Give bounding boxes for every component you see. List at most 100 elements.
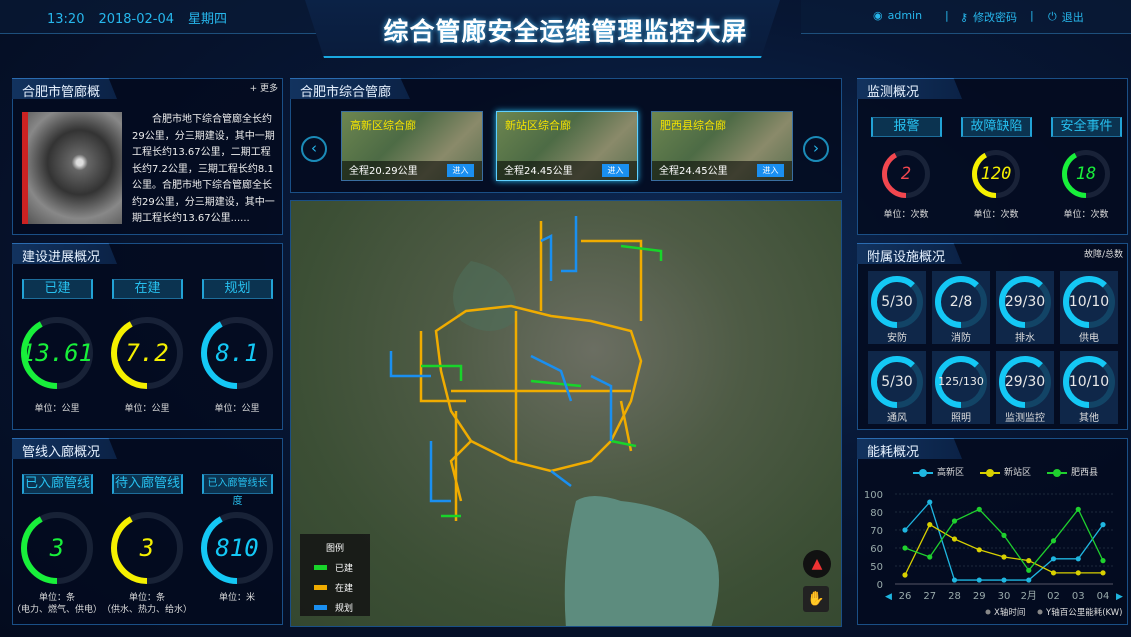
corridor-card[interactable]: 新站区综合廊 全程24.45公里 进入 bbox=[496, 111, 638, 181]
pan-hand-icon[interactable]: ✋ bbox=[803, 586, 829, 612]
gauge-value: 120 bbox=[980, 164, 1012, 184]
compass-icon[interactable]: ▲ bbox=[803, 550, 831, 578]
gauge-unit: 单位：公里 bbox=[7, 403, 107, 415]
panel-title: 管线入廊概况 bbox=[12, 438, 117, 459]
gauge: 18 bbox=[1061, 149, 1111, 199]
map[interactable]: 图例 已建 在建 规划 ▲ ✋ bbox=[290, 200, 842, 627]
y-tick-label: 60 bbox=[870, 544, 883, 555]
facility-value: 10/10 bbox=[1068, 294, 1110, 310]
facility-value: 10/10 bbox=[1068, 374, 1110, 390]
gauge: 120 bbox=[971, 149, 1021, 199]
gauge-ring bbox=[201, 512, 273, 584]
corridor-card[interactable]: 肥西县综合廊 全程24.45公里 进入 bbox=[651, 111, 793, 181]
tab-monitoring-2[interactable]: 安全事件 bbox=[1051, 117, 1122, 137]
facility-tile[interactable]: 2/8 消防 bbox=[932, 271, 990, 344]
gauge-ring bbox=[999, 276, 1051, 328]
gauge-ring bbox=[935, 356, 987, 408]
facility-tile[interactable]: 29/30 监测监控 bbox=[996, 351, 1054, 424]
tab-monitoring-1[interactable]: 故障缺陷 bbox=[961, 117, 1032, 137]
data-point bbox=[1100, 570, 1106, 576]
enter-button[interactable]: 进入 bbox=[447, 164, 474, 177]
legend-marker bbox=[1047, 468, 1068, 477]
panel-title: 建设进展概况 bbox=[12, 243, 117, 264]
facility-label: 安防 bbox=[887, 333, 907, 344]
facility-label: 通风 bbox=[887, 413, 907, 424]
pipelines-panel: 管线入廊概况 已入廊管线 3 单位：条 （电力、燃气、供电） 待入廊管线 3 单位：条 （供水… bbox=[12, 438, 283, 625]
gauge-unit: 单位：条 （电力、燃气、供电） bbox=[7, 592, 107, 616]
legend-entry[interactable]: 新站区 bbox=[980, 465, 1031, 478]
enter-button[interactable]: 进入 bbox=[757, 164, 784, 177]
legend-entry[interactable]: 肥西县 bbox=[1047, 465, 1098, 478]
user-menu[interactable]: ◉ admin bbox=[873, 9, 922, 22]
gauge-fill bbox=[1062, 150, 1110, 198]
facility-tile[interactable]: 5/30 通风 bbox=[868, 351, 926, 424]
facility-value: 5/30 bbox=[881, 294, 913, 310]
tab-pipelines-2[interactable]: 已入廊管线长度 bbox=[202, 474, 273, 507]
data-point bbox=[1100, 558, 1106, 564]
legend-marker bbox=[913, 468, 933, 477]
gauge-ring bbox=[871, 276, 923, 328]
gauge-value: 7.2 bbox=[125, 339, 169, 367]
data-point bbox=[927, 554, 933, 560]
route-planned bbox=[389, 216, 613, 503]
change-password-link[interactable]: ⚷ 修改密码 bbox=[960, 9, 1017, 25]
gauge-ring bbox=[111, 317, 183, 389]
more-link[interactable]: + 更多 bbox=[249, 84, 278, 94]
enter-button[interactable]: 进入 bbox=[602, 164, 629, 177]
facility-value: 2/8 bbox=[949, 294, 973, 310]
gauge-unit: 单位：次数 bbox=[946, 209, 1046, 221]
unit-note: （供水、热力、给水） bbox=[101, 605, 192, 615]
tab-pipelines-1[interactable]: 待入廊管线 bbox=[112, 474, 183, 494]
corridor-name: 肥西县综合廊 bbox=[660, 119, 726, 132]
prev-button[interactable]: ‹ bbox=[301, 136, 327, 162]
map-legend: 图例 已建 在建 规划 bbox=[300, 534, 370, 616]
gauge: 8.1 bbox=[200, 316, 274, 390]
logout-link[interactable]: ⏻ 退出 bbox=[1048, 9, 1084, 25]
data-point bbox=[951, 577, 958, 583]
tab-monitoring-0[interactable]: 报警 bbox=[871, 117, 942, 137]
data-point bbox=[1075, 570, 1081, 576]
facility-value: 29/30 bbox=[1004, 294, 1046, 310]
data-point bbox=[976, 506, 982, 512]
scroll-right-icon[interactable]: ▶ bbox=[1116, 592, 1123, 602]
tab-construction-2[interactable]: 规划 bbox=[202, 279, 273, 299]
data-point bbox=[1001, 577, 1007, 583]
corridor-card[interactable]: 高新区综合廊 全程20.29公里 进入 bbox=[341, 111, 483, 181]
facility-tile[interactable]: 10/10 其他 bbox=[1060, 351, 1118, 424]
facility-tile[interactable]: 29/30 排水 bbox=[996, 271, 1054, 344]
gauge-ring bbox=[1063, 356, 1115, 408]
data-point bbox=[1026, 558, 1032, 564]
x-tick-label: 03 bbox=[1072, 591, 1085, 602]
gauge-fill bbox=[201, 317, 273, 389]
data-point bbox=[1050, 556, 1057, 562]
overview-text: 合肥市地下综合管廊全长约29公里，分三期建设，其中一期工程长约13.67公里，二… bbox=[132, 114, 275, 224]
scroll-left-icon[interactable]: ◀ bbox=[885, 592, 892, 602]
lake bbox=[564, 496, 719, 626]
facility-tile[interactable]: 125/130 照明 bbox=[932, 351, 990, 424]
gauge-fill bbox=[935, 276, 987, 328]
gauge-ring bbox=[935, 276, 987, 328]
tab-pipelines-0[interactable]: 已入廊管线 bbox=[22, 474, 93, 494]
user-icon: ◉ bbox=[873, 9, 883, 22]
data-point bbox=[902, 572, 908, 578]
facility-tile[interactable]: 10/10 供电 bbox=[1060, 271, 1118, 344]
data-point bbox=[1001, 532, 1007, 538]
legend-item: 已建 bbox=[314, 561, 370, 574]
header-right-bar bbox=[801, 0, 1131, 34]
monitoring-panel: 监测概况 报警 2 单位：次数 故障缺陷 120 单位：次数 安全事件 18 单位：次数 bbox=[857, 78, 1128, 235]
chart-legend: 高新区 新站区 肥西县 bbox=[913, 465, 1098, 478]
next-button[interactable]: › bbox=[803, 136, 829, 162]
legend-entry[interactable]: 高新区 bbox=[913, 465, 964, 478]
footnote-bullet bbox=[985, 609, 991, 615]
unit-label: 单位：公里 bbox=[214, 404, 260, 414]
power-icon: ⏻ bbox=[1048, 10, 1057, 23]
corridor-length: 全程20.29公里 bbox=[349, 166, 418, 177]
tab-construction-0[interactable]: 已建 bbox=[22, 279, 93, 299]
tab-construction-1[interactable]: 在建 bbox=[112, 279, 183, 299]
gauge-fill bbox=[972, 150, 1020, 198]
data-point bbox=[1050, 538, 1057, 544]
facility-gauge: 125/130 bbox=[934, 355, 988, 409]
series-line-0 bbox=[904, 500, 1104, 581]
legend-title: 图例 bbox=[325, 544, 344, 554]
facility-tile[interactable]: 5/30 安防 bbox=[868, 271, 926, 344]
